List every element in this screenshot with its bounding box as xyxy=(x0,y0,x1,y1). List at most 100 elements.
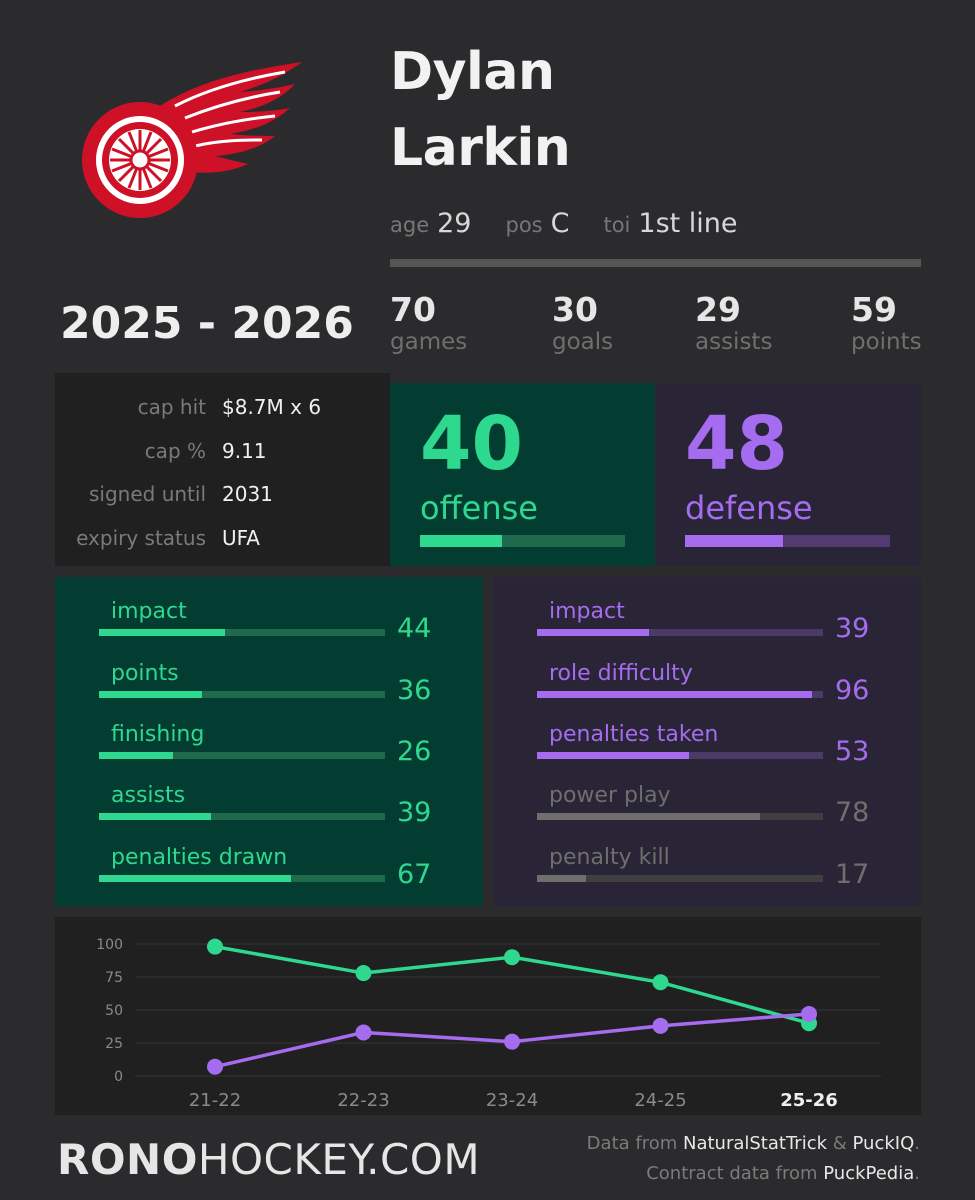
meta-toi: toi 1st line xyxy=(603,208,737,239)
defense-metric-row: power play 78 xyxy=(493,783,921,843)
offense-bar xyxy=(420,535,625,547)
metric-label: penalties taken xyxy=(549,722,719,747)
chart-x-tick-label: 21-22 xyxy=(189,1090,241,1111)
contract-source-line: Contract data from PuckPedia. xyxy=(646,1163,920,1184)
meta-age-value: 29 xyxy=(437,208,472,239)
metric-bar-fill xyxy=(537,629,649,636)
offense-metric-row: penalties drawn 67 xyxy=(55,845,483,905)
metric-bar-fill xyxy=(537,752,689,759)
offense-metric-row: finishing 26 xyxy=(55,722,483,782)
contract-label: signed until xyxy=(88,482,206,506)
source-amp: & xyxy=(827,1133,853,1154)
offense-bar-fill xyxy=(420,535,502,547)
meta-age-label: age xyxy=(390,213,430,237)
metric-value: 67 xyxy=(397,859,432,890)
metric-value: 39 xyxy=(835,613,870,644)
contract-value: 2031 xyxy=(222,482,273,506)
stat-games-value: 70 xyxy=(390,290,436,329)
metric-value: 17 xyxy=(835,859,870,890)
defense-bar xyxy=(685,535,890,547)
team-logo-icon xyxy=(82,62,302,218)
contract-row: cap hit $8.7M x 6 xyxy=(55,395,390,419)
metric-value: 44 xyxy=(397,613,432,644)
contract-row: cap % 9.11 xyxy=(55,439,390,463)
contract-value: $8.7M x 6 xyxy=(222,395,322,419)
brand-bold: RONO xyxy=(57,1135,198,1184)
chart-x-tick-label: 25-26 xyxy=(780,1090,838,1111)
season-title: 2025 - 2026 xyxy=(60,298,354,349)
meta-position: pos C xyxy=(505,208,569,239)
contract-panel: cap hit $8.7M x 6 cap % 9.11 signed unti… xyxy=(55,373,390,566)
metric-value: 36 xyxy=(397,675,432,706)
chart-data-point xyxy=(355,1024,372,1041)
trend-chart-panel: 0 25 50 75 100 21-22 22-23 23-24 24-25 25-26 xyxy=(55,917,921,1115)
source-prefix: Data from xyxy=(586,1133,683,1154)
chart-y-tick-label: 75 xyxy=(105,970,123,986)
source-puckiq: PuckIQ xyxy=(852,1133,915,1154)
chart-y-tick-label: 0 xyxy=(114,1069,123,1085)
stat-points-label: points xyxy=(851,329,922,355)
defense-bar-fill xyxy=(685,535,784,547)
source-puckpedia: PuckPedia xyxy=(823,1163,915,1184)
contract-source-prefix: Contract data from xyxy=(646,1163,824,1184)
offense-metric-row: points 36 xyxy=(55,661,483,721)
metric-label: impact xyxy=(549,599,625,624)
source-suffix: . xyxy=(914,1133,920,1154)
metric-label: points xyxy=(111,661,179,686)
trend-chart: 0 25 50 75 100 21-22 22-23 23-24 24-25 25-26 xyxy=(96,937,881,1111)
contract-label: cap hit xyxy=(137,395,206,419)
chart-x-tick-label: 23-24 xyxy=(486,1090,538,1111)
offense-metric-row: assists 39 xyxy=(55,783,483,843)
metric-bar xyxy=(537,629,823,636)
contract-value: 9.11 xyxy=(222,439,267,463)
metric-bar xyxy=(99,752,385,759)
meta-position-value: C xyxy=(550,208,570,239)
metric-bar-fill xyxy=(99,629,225,636)
metric-bar-fill xyxy=(99,813,211,820)
metric-value: 78 xyxy=(835,797,870,828)
contract-label: expiry status xyxy=(76,526,206,550)
metric-bar xyxy=(99,629,385,636)
stat-games: 70 games xyxy=(390,290,467,354)
stat-games-label: games xyxy=(390,329,468,355)
contract-value: UFA xyxy=(222,526,260,550)
metric-bar xyxy=(99,691,385,698)
chart-y-tick-label: 50 xyxy=(105,1003,123,1019)
offense-details-panel: impact 44 points 36 finishing 26 assists… xyxy=(55,577,483,906)
offense-score: 40 xyxy=(420,401,523,487)
metric-value: 53 xyxy=(835,736,870,767)
metric-label: assists xyxy=(111,783,186,808)
defense-summary-panel: 48 defense xyxy=(655,383,921,566)
metric-label: penalty kill xyxy=(549,845,670,870)
metric-bar xyxy=(99,813,385,820)
meta-position-label: pos xyxy=(505,213,543,237)
contract-source-suffix: . xyxy=(914,1163,920,1184)
header-divider xyxy=(390,259,921,267)
stat-assists-label: assists xyxy=(695,329,773,355)
stat-goals: 30 goals xyxy=(552,290,613,354)
offense-label: offense xyxy=(420,489,538,527)
defense-metric-row: role difficulty 96 xyxy=(493,661,921,721)
metric-label: role difficulty xyxy=(549,661,693,686)
metric-label: impact xyxy=(111,599,187,624)
chart-data-point xyxy=(207,938,223,955)
metric-value: 96 xyxy=(835,675,870,706)
chart-y-tick-label: 25 xyxy=(105,1036,123,1052)
defense-metric-row: impact 39 xyxy=(493,599,921,659)
stat-points-value: 59 xyxy=(851,290,897,329)
brand-wordmark: RONOHOCKEY.COM xyxy=(57,1135,480,1184)
offense-summary-panel: 40 offense xyxy=(390,383,655,566)
stat-assists-value: 29 xyxy=(695,290,741,329)
metric-label: finishing xyxy=(111,722,205,747)
defense-metric-row: penalty kill 17 xyxy=(493,845,921,905)
contract-row: expiry status UFA xyxy=(55,526,390,550)
stat-assists: 29 assists xyxy=(695,290,772,354)
metric-label: power play xyxy=(549,783,671,808)
chart-data-point xyxy=(652,1017,669,1034)
stat-points: 59 points xyxy=(851,290,922,354)
chart-data-point xyxy=(504,949,520,966)
stat-goals-label: goals xyxy=(552,329,614,355)
metric-bar xyxy=(99,875,385,882)
contract-row: signed until 2031 xyxy=(55,482,390,506)
metric-bar-fill xyxy=(537,875,586,882)
